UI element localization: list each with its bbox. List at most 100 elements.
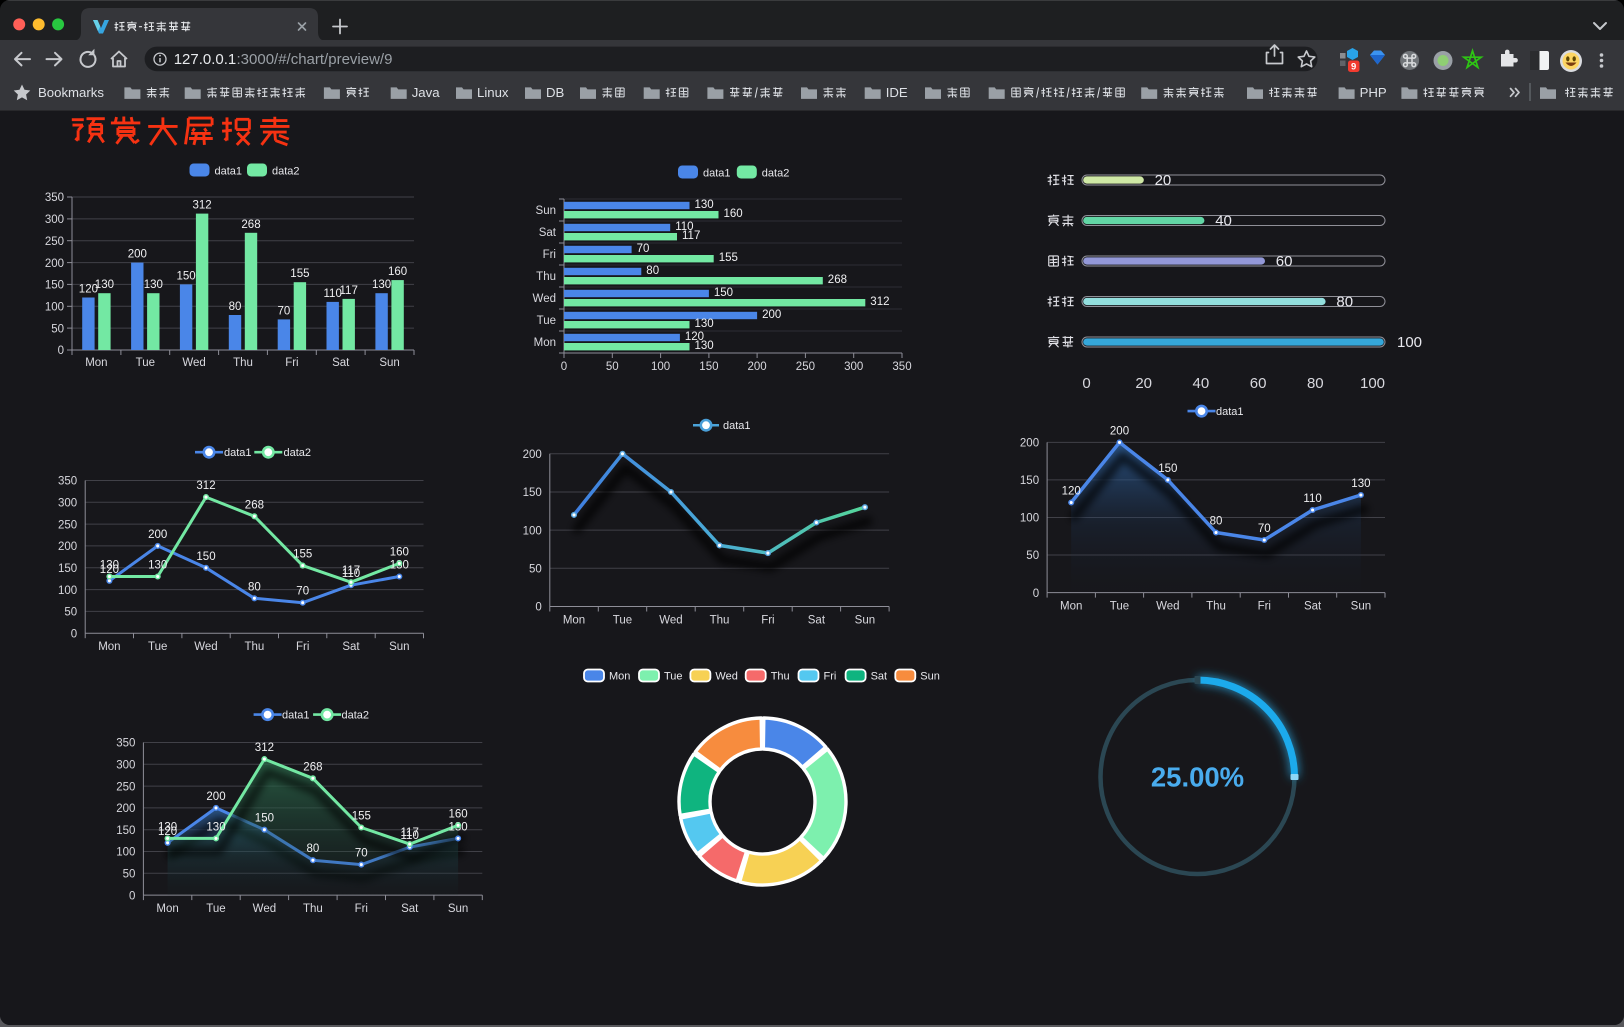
svg-text:130: 130 <box>372 279 391 291</box>
svg-text:0: 0 <box>71 628 77 640</box>
svg-text:117: 117 <box>342 565 360 577</box>
svg-text:Tue: Tue <box>136 357 155 369</box>
svg-text:data2: data2 <box>342 710 370 722</box>
svg-text:312: 312 <box>870 296 889 308</box>
svg-text:160: 160 <box>388 266 407 278</box>
svg-text:120: 120 <box>1062 486 1081 498</box>
svg-text:Wed: Wed <box>253 903 276 915</box>
svg-text:Sun: Sun <box>1351 601 1371 613</box>
svg-text:Thu: Thu <box>303 903 323 915</box>
svg-text:Thu: Thu <box>233 357 253 369</box>
svg-text:25.00%: 25.00% <box>1151 762 1244 793</box>
svg-text:200: 200 <box>45 258 64 270</box>
svg-text:Fri: Fri <box>355 903 368 915</box>
svg-text:Fri: Fri <box>543 249 556 261</box>
svg-text:150: 150 <box>255 813 274 825</box>
svg-text:50: 50 <box>51 323 64 335</box>
svg-text:Thu: Thu <box>1206 601 1226 613</box>
svg-text:Mon: Mon <box>534 337 556 349</box>
svg-text:268: 268 <box>828 274 847 286</box>
svg-text:Bookmarks: Bookmarks <box>38 85 104 100</box>
svg-text:200: 200 <box>116 803 135 815</box>
svg-text:80: 80 <box>646 265 659 277</box>
svg-text:120: 120 <box>79 284 98 296</box>
svg-text:Tue: Tue <box>537 315 556 327</box>
svg-text:160: 160 <box>724 208 743 220</box>
svg-text:Sun: Sun <box>389 641 409 653</box>
svg-text:160: 160 <box>390 546 409 558</box>
svg-text:130: 130 <box>206 821 225 833</box>
svg-text:80: 80 <box>248 581 261 593</box>
svg-text:Tue: Tue <box>1110 601 1129 613</box>
svg-text:Wed: Wed <box>182 357 205 369</box>
svg-text:70: 70 <box>278 305 291 317</box>
svg-text:200: 200 <box>762 309 781 321</box>
svg-text:155: 155 <box>293 549 312 561</box>
svg-text:100: 100 <box>651 361 670 373</box>
svg-text:117: 117 <box>401 827 419 839</box>
svg-text:312: 312 <box>193 200 212 212</box>
svg-text:80: 80 <box>307 843 320 855</box>
svg-text:70: 70 <box>355 848 368 860</box>
svg-text:100: 100 <box>116 847 135 859</box>
svg-text:Mon: Mon <box>563 615 585 627</box>
svg-text:155: 155 <box>719 252 738 264</box>
svg-text:50: 50 <box>64 607 77 619</box>
svg-text:Sun: Sun <box>920 671 940 683</box>
svg-text:130: 130 <box>1351 478 1370 490</box>
svg-text:70: 70 <box>637 243 650 255</box>
svg-text:50: 50 <box>606 361 619 373</box>
svg-text:250: 250 <box>58 519 77 531</box>
svg-text:110: 110 <box>1303 493 1321 505</box>
svg-text:300: 300 <box>58 498 77 510</box>
svg-text:Fri: Fri <box>1258 601 1271 613</box>
svg-text:150: 150 <box>523 487 542 499</box>
svg-text:0: 0 <box>535 602 541 614</box>
svg-text:Linux: Linux <box>477 85 509 100</box>
svg-text:130: 130 <box>158 821 177 833</box>
svg-text:117: 117 <box>682 230 700 242</box>
svg-text:117: 117 <box>340 285 358 297</box>
svg-text:20: 20 <box>1155 172 1172 189</box>
svg-text:200: 200 <box>1110 425 1129 437</box>
svg-text:50: 50 <box>1026 550 1039 562</box>
svg-text:100: 100 <box>45 302 64 314</box>
svg-text:Fri: Fri <box>296 641 309 653</box>
svg-text:150: 150 <box>1020 475 1039 487</box>
svg-text:350: 350 <box>892 361 911 373</box>
svg-text::3000/#/chart/preview/9: :3000/#/chart/preview/9 <box>237 51 393 68</box>
svg-text:100: 100 <box>1360 375 1385 392</box>
svg-text:data1: data1 <box>703 167 731 179</box>
svg-text:150: 150 <box>116 825 135 837</box>
svg-text:data2: data2 <box>272 165 300 177</box>
svg-text:120: 120 <box>100 564 119 576</box>
svg-text:Sat: Sat <box>539 227 557 239</box>
svg-text:200: 200 <box>148 529 167 541</box>
svg-text:Thu: Thu <box>710 615 730 627</box>
svg-text:70: 70 <box>1258 523 1271 535</box>
svg-text:312: 312 <box>196 480 215 492</box>
svg-text:40: 40 <box>1193 375 1210 392</box>
svg-text:80: 80 <box>229 301 242 313</box>
svg-text:Mon: Mon <box>609 671 630 683</box>
svg-text:300: 300 <box>844 361 863 373</box>
svg-text:Thu: Thu <box>536 271 556 283</box>
svg-text:Sun: Sun <box>379 357 399 369</box>
svg-text:312: 312 <box>255 742 274 754</box>
svg-text:268: 268 <box>303 761 322 773</box>
svg-text:Tue: Tue <box>148 641 167 653</box>
svg-text:250: 250 <box>45 236 64 248</box>
svg-text:200: 200 <box>58 541 77 553</box>
svg-text:100: 100 <box>1020 513 1039 525</box>
svg-text:130: 130 <box>695 199 714 211</box>
svg-text:130: 130 <box>144 279 163 291</box>
svg-text:80: 80 <box>1307 375 1324 392</box>
svg-text:155: 155 <box>352 811 371 823</box>
svg-text:Tue: Tue <box>206 903 225 915</box>
svg-text:150: 150 <box>1158 463 1177 475</box>
svg-text:0: 0 <box>58 345 64 357</box>
svg-text:80: 80 <box>1210 516 1223 528</box>
svg-text:Fri: Fri <box>824 671 837 683</box>
svg-text:Mon: Mon <box>1060 601 1082 613</box>
svg-text:Mon: Mon <box>85 357 107 369</box>
